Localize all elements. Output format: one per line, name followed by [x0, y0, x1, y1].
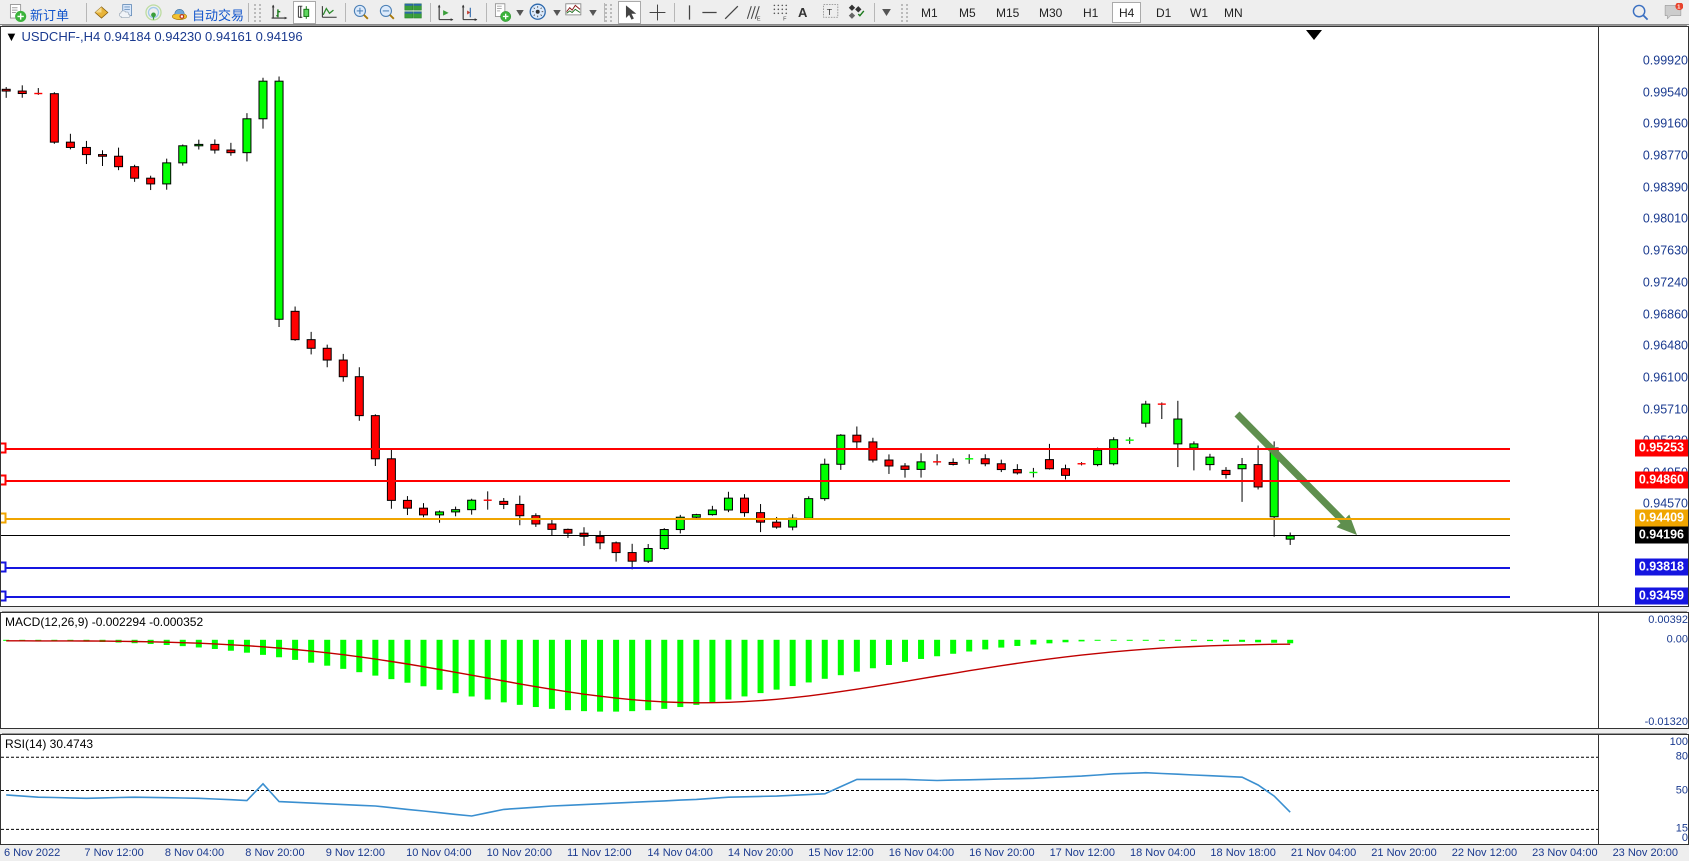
svg-text:1: 1: [1677, 5, 1680, 11]
svg-text:T: T: [827, 7, 833, 17]
svg-text:F: F: [783, 16, 787, 22]
svg-text:E: E: [757, 16, 761, 22]
